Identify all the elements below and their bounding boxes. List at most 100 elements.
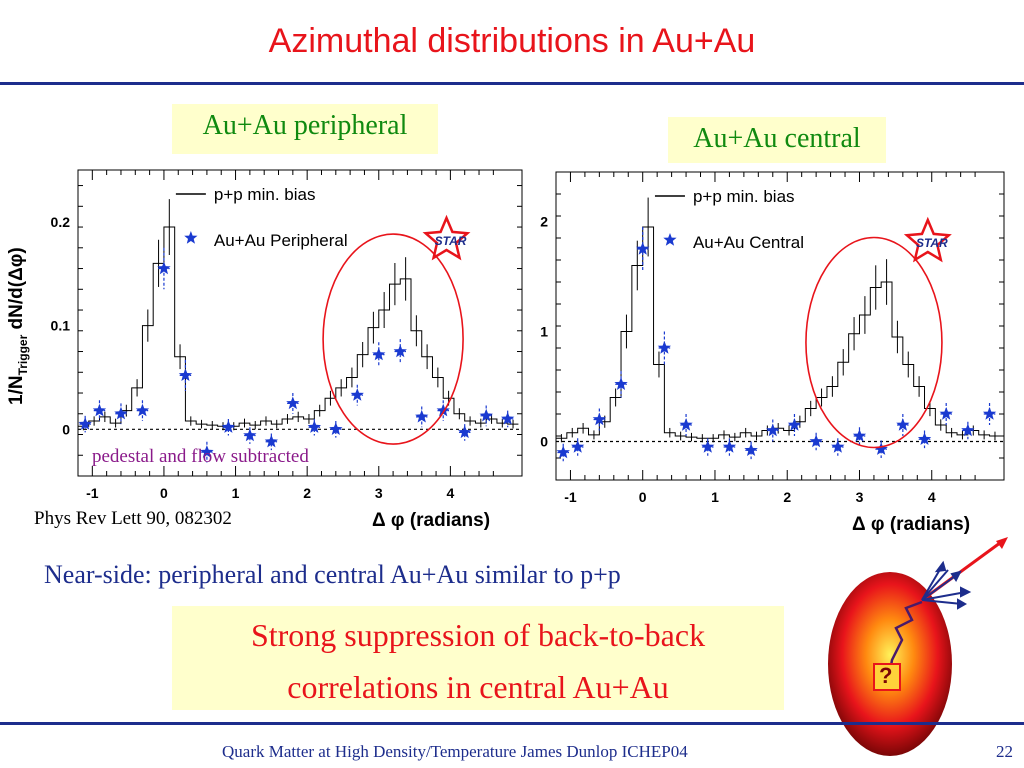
x-tick-label: 0 <box>639 489 647 505</box>
aa-star-marker <box>961 423 975 437</box>
x-tick-label: -1 <box>564 489 577 505</box>
aa-point <box>874 440 888 458</box>
legend-aa-label: Au+Au Peripheral <box>214 231 348 250</box>
aa-point <box>92 400 107 422</box>
aa-star-marker <box>458 425 472 439</box>
aa-star-marker <box>372 347 386 361</box>
aa-star-marker <box>307 420 321 433</box>
aa-point <box>982 403 997 425</box>
aa-point <box>961 421 975 440</box>
aa-star-marker <box>766 423 780 437</box>
aa-point <box>264 433 278 451</box>
aa-point <box>415 406 429 428</box>
x-tick-label: 3 <box>856 489 864 505</box>
pp-histogram <box>556 226 1001 439</box>
plot-frame <box>77 169 523 477</box>
legend-pp-label: p+p min. bias <box>693 187 795 206</box>
aa-point <box>917 430 932 449</box>
aa-point <box>243 427 257 444</box>
aa-star-marker <box>135 403 150 417</box>
aa-point <box>592 408 606 431</box>
aa-point <box>556 443 570 462</box>
aa-star-marker <box>679 418 693 431</box>
aa-point <box>852 427 867 445</box>
aa-star-marker <box>501 411 515 425</box>
aa-point <box>614 371 628 398</box>
aa-point <box>722 438 737 456</box>
aa-star-marker <box>200 445 214 458</box>
aa-point <box>479 405 493 427</box>
peripheral-label-box: Au+Au peripheral <box>172 104 438 154</box>
x-tick-label: 3 <box>375 485 383 501</box>
aa-star-marker <box>917 432 932 445</box>
conclusion-line-2: correlations in central Au+Au <box>287 669 669 705</box>
conclusion-line-1: Strong suppression of back-to-back <box>250 617 706 653</box>
aa-point <box>157 247 171 290</box>
x-tick-label: 4 <box>928 489 936 505</box>
pp-histogram <box>78 226 519 427</box>
aa-star-marker <box>114 406 128 420</box>
aa-point <box>178 359 193 391</box>
x-tick-label: 1 <box>232 485 240 501</box>
aa-star-marker <box>896 418 910 431</box>
x-axis-label-central: Δ φ (radians) <box>852 514 971 535</box>
aa-point <box>135 400 150 422</box>
aa-point <box>436 400 450 422</box>
y-tick-label: 2 <box>540 214 548 230</box>
citation: Phys Rev Lett 90, 082302 <box>34 508 232 529</box>
central-label: Au+Au central <box>693 123 861 154</box>
y-tick-label: 0 <box>540 434 548 450</box>
jet-arrowhead <box>996 537 1008 549</box>
aa-point <box>787 414 802 436</box>
y-tick-label: 0.2 <box>51 214 71 230</box>
aa-point <box>939 403 953 425</box>
aa-star-marker <box>178 368 193 381</box>
aa-star-marker <box>701 440 715 453</box>
aa-point <box>458 424 472 441</box>
aa-star-marker <box>592 412 606 426</box>
aa-point <box>831 438 845 456</box>
aa-star-marker <box>286 396 300 410</box>
aa-star-marker <box>722 440 737 453</box>
aa-star-marker <box>831 440 845 453</box>
star-logo-icon <box>903 216 952 263</box>
aa-star-marker <box>852 429 867 442</box>
aa-star-marker <box>657 341 671 354</box>
aa-star-marker <box>393 344 407 358</box>
jet-fragments <box>921 560 972 610</box>
page-number: 22 <box>996 742 1013 761</box>
y-tick-label: 1 <box>540 324 548 340</box>
x-tick-label: 0 <box>160 485 168 501</box>
slide-title: Azimuthal distributions in Au+Au <box>268 22 756 60</box>
aa-star-marker <box>571 440 585 453</box>
aa-star-marker <box>221 420 235 433</box>
aa-star-marker <box>264 434 278 448</box>
aa-star-marker <box>787 418 802 431</box>
legend-aa-marker <box>184 231 198 244</box>
aa-point <box>200 441 214 463</box>
aa-point <box>636 227 650 271</box>
aa-star-marker <box>479 408 493 422</box>
aa-point <box>393 339 407 364</box>
aa-point <box>221 418 235 436</box>
conclusion-box: Strong suppression of back-to-back corre… <box>172 606 784 710</box>
aa-point <box>571 438 585 456</box>
near-side-text: Near-side: peripheral and central Au+Au … <box>44 560 621 589</box>
y-tick-label: 0 <box>62 421 70 437</box>
aa-point <box>744 441 758 460</box>
aa-star-marker <box>809 434 823 448</box>
aa-point <box>307 418 321 436</box>
aa-point <box>896 414 910 436</box>
aa-star-marker <box>982 407 997 420</box>
aa-star-marker <box>243 428 257 442</box>
aa-star-marker <box>157 261 171 275</box>
aa-star-marker <box>614 377 628 390</box>
aa-point <box>286 393 300 414</box>
footer-rule <box>0 722 1024 725</box>
aa-point <box>679 414 693 436</box>
question-mark: ? <box>879 663 893 688</box>
aa-point <box>701 438 715 456</box>
